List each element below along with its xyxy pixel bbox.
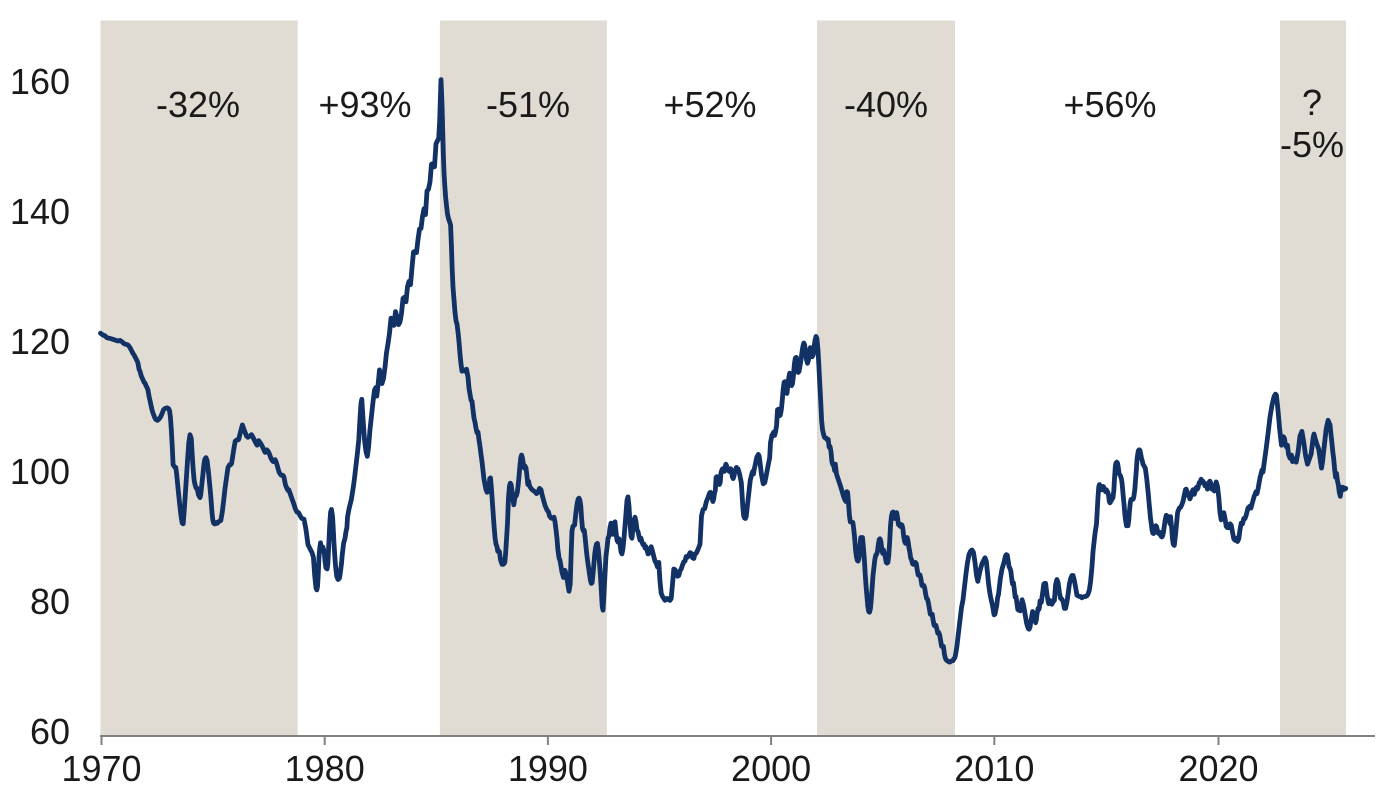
svg-text:1980: 1980 (285, 748, 365, 789)
svg-text:-40%: -40% (844, 84, 928, 125)
svg-text:-5%: -5% (1280, 124, 1344, 165)
svg-text:-32%: -32% (156, 84, 240, 125)
svg-text:80: 80 (30, 581, 70, 622)
svg-text:140: 140 (10, 191, 70, 232)
svg-text:60: 60 (30, 711, 70, 752)
svg-text:+93%: +93% (318, 84, 411, 125)
svg-text:?: ? (1302, 82, 1322, 123)
svg-text:100: 100 (10, 451, 70, 492)
svg-text:-51%: -51% (486, 84, 570, 125)
svg-text:160: 160 (10, 61, 70, 102)
svg-text:+52%: +52% (663, 84, 756, 125)
svg-text:1970: 1970 (61, 748, 141, 789)
svg-text:2020: 2020 (1178, 748, 1258, 789)
svg-text:1990: 1990 (508, 748, 588, 789)
svg-text:2000: 2000 (731, 748, 811, 789)
svg-text:2010: 2010 (954, 748, 1034, 789)
svg-text:120: 120 (10, 321, 70, 362)
svg-text:+56%: +56% (1063, 84, 1156, 125)
